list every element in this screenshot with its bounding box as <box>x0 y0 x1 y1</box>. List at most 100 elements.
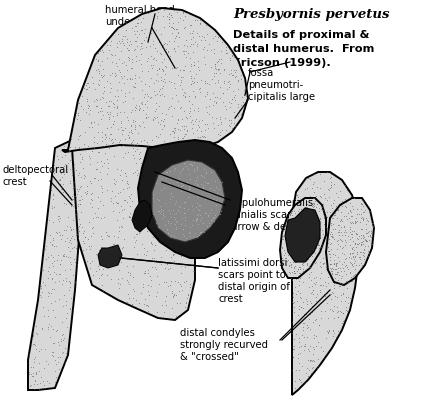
Point <box>66 148 73 154</box>
Point <box>300 241 307 248</box>
Point <box>331 257 338 263</box>
Point <box>138 160 145 166</box>
Point <box>187 176 194 182</box>
Point <box>133 38 140 44</box>
Point <box>364 230 371 236</box>
Point <box>307 300 314 306</box>
Point <box>142 34 149 40</box>
Point <box>336 259 343 265</box>
Point <box>180 200 187 206</box>
Point <box>295 302 302 309</box>
Point <box>181 220 188 227</box>
Point <box>342 239 349 246</box>
Point <box>327 254 334 261</box>
Point <box>313 235 320 242</box>
Point <box>182 299 189 305</box>
Point <box>133 28 140 35</box>
Point <box>140 118 147 125</box>
Point <box>120 214 127 221</box>
Point <box>66 278 73 285</box>
Point <box>142 26 149 33</box>
Point <box>109 136 116 142</box>
Point <box>171 164 178 171</box>
Point <box>72 258 79 265</box>
Point <box>239 99 246 105</box>
Point <box>48 260 55 267</box>
Point <box>84 183 91 189</box>
Point <box>190 88 197 94</box>
Point <box>177 15 184 22</box>
Point <box>85 219 92 225</box>
Point <box>350 195 357 202</box>
Point <box>316 235 323 241</box>
Point <box>326 241 333 248</box>
Point <box>301 379 308 386</box>
Point <box>140 120 147 126</box>
Point <box>175 126 182 132</box>
Point <box>189 162 196 168</box>
Point <box>286 269 293 276</box>
Point <box>138 199 145 206</box>
Point <box>305 249 312 255</box>
Polygon shape <box>132 200 152 232</box>
Point <box>181 160 188 166</box>
Point <box>95 56 102 63</box>
Point <box>153 14 160 21</box>
Point <box>121 58 128 65</box>
Point <box>293 298 300 304</box>
Point <box>82 129 89 136</box>
Point <box>39 304 46 310</box>
Point <box>314 216 321 222</box>
Point <box>334 206 341 213</box>
Point <box>64 254 71 260</box>
Point <box>136 57 143 64</box>
Point <box>174 117 181 124</box>
Point <box>169 95 176 101</box>
Point <box>334 314 341 320</box>
Point <box>37 283 44 289</box>
Point <box>330 307 337 314</box>
Point <box>225 44 232 50</box>
Point <box>321 293 328 300</box>
Point <box>116 285 123 291</box>
Point <box>307 192 313 199</box>
Point <box>110 233 117 239</box>
Point <box>347 213 354 220</box>
Point <box>82 191 89 197</box>
Point <box>161 145 168 152</box>
Point <box>178 118 185 125</box>
Point <box>288 252 295 259</box>
Point <box>116 228 123 234</box>
Point <box>331 315 338 321</box>
Point <box>180 10 187 16</box>
Point <box>105 111 112 117</box>
Point <box>61 238 68 244</box>
Point <box>117 172 124 178</box>
Point <box>97 108 104 114</box>
Point <box>108 245 115 252</box>
Point <box>323 283 330 290</box>
Point <box>112 71 119 78</box>
Point <box>322 195 329 202</box>
Point <box>174 43 181 50</box>
Point <box>187 60 194 67</box>
Point <box>173 26 180 32</box>
Point <box>332 270 339 277</box>
Point <box>235 86 242 92</box>
Point <box>123 199 130 205</box>
Point <box>344 187 351 194</box>
Point <box>327 261 334 267</box>
Point <box>55 177 62 184</box>
Point <box>213 114 220 121</box>
Point <box>97 176 104 182</box>
Point <box>355 231 362 238</box>
Point <box>76 117 83 123</box>
Point <box>89 258 95 264</box>
Point <box>153 226 160 232</box>
Point <box>303 208 310 214</box>
Point <box>316 171 323 177</box>
Point <box>313 170 320 176</box>
Point <box>310 364 317 370</box>
Point <box>242 89 249 95</box>
Point <box>185 194 192 201</box>
